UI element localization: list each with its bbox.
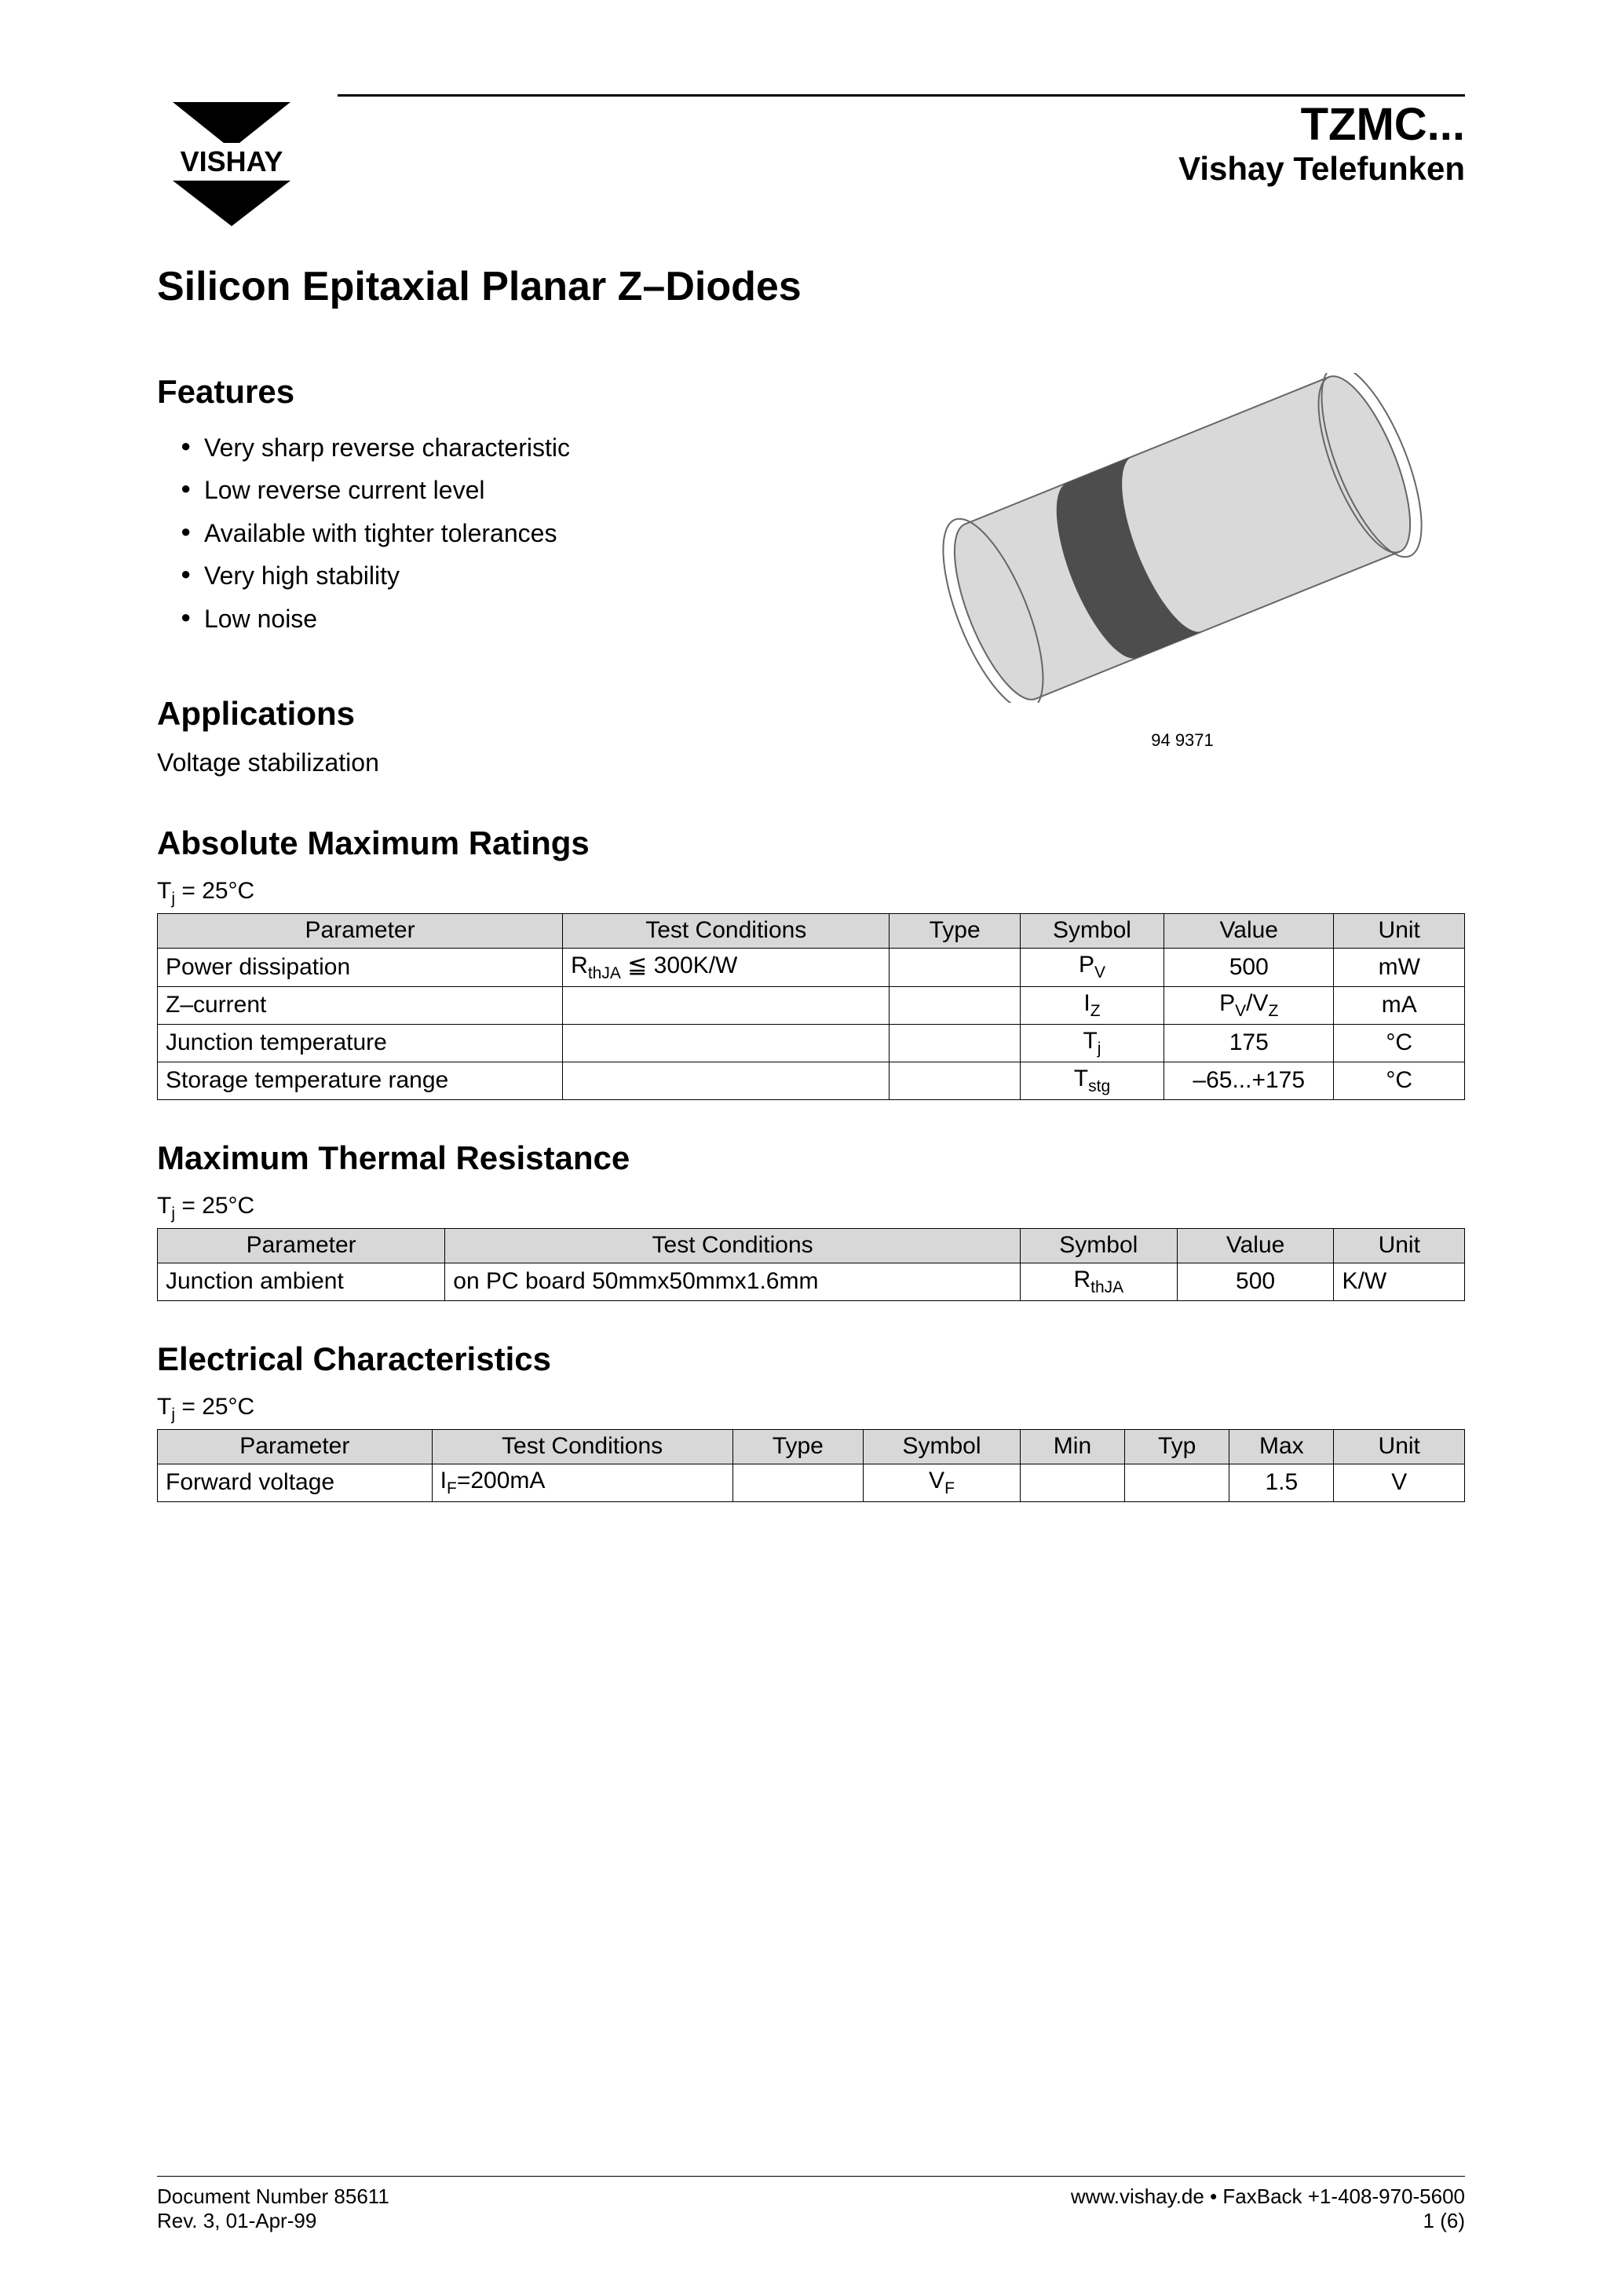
abs-max-heading: Absolute Maximum Ratings [157,824,1465,862]
col-header: Symbol [1020,1228,1177,1263]
page-title: Silicon Epitaxial Planar Z–Diodes [157,263,1465,310]
electrical-table: Parameter Test Conditions Type Symbol Mi… [157,1429,1465,1502]
doc-rev: Rev. 3, 01-Apr-99 [157,2209,389,2233]
abs-max-tbody: Power dissipation RthJA ≦ 300K/W PV 500 … [158,948,1465,1099]
table-row: Power dissipation RthJA ≦ 300K/W PV 500 … [158,948,1465,986]
list-item: Available with tighter tolerances [181,512,853,554]
col-header: Unit [1334,1228,1465,1263]
col-header: Test Conditions [563,913,890,948]
electrical-tbody: Forward voltage IF=200mA VF 1.5 V [158,1464,1465,1501]
footer-right: www.vishay.de • FaxBack +1-408-970-5600 … [1071,2184,1465,2233]
vishay-logo: VISHAY [157,94,306,232]
footer-url: www.vishay.de • FaxBack +1-408-970-5600 [1071,2184,1465,2209]
svg-text:VISHAY: VISHAY [181,145,283,177]
col-header: Value [1164,913,1334,948]
features-heading: Features [157,373,853,411]
applications-heading: Applications [157,695,853,733]
thermal-table: Parameter Test Conditions Symbol Value U… [157,1228,1465,1301]
thermal-tbody: Junction ambient on PC board 50mmx50mmx1… [158,1263,1465,1300]
table-row: Junction temperature Tj 175 °C [158,1024,1465,1062]
col-header: Type [890,913,1021,948]
applications-text: Voltage stabilization [157,748,853,777]
list-item: Very sharp reverse characteristic [181,426,853,469]
electrical-condition: Tj = 25°C [157,1394,1465,1424]
footer-left: Document Number 85611 Rev. 3, 01-Apr-99 [157,2184,389,2233]
col-header: Max [1229,1429,1334,1464]
thermal-condition: Tj = 25°C [157,1193,1465,1223]
diagram-caption: 94 9371 [900,730,1465,751]
table-row: Z–current IZ PV/VZ mA [158,986,1465,1024]
col-header: Symbol [1020,913,1164,948]
abs-max-table: Parameter Test Conditions Type Symbol Va… [157,913,1465,1100]
col-header: Parameter [158,913,563,948]
col-header: Parameter [158,1228,445,1263]
col-header: Type [732,1429,864,1464]
footer-page: 1 (6) [1071,2209,1465,2233]
features-list: Very sharp reverse characteristic Low re… [157,426,853,640]
col-header: Unit [1334,1429,1465,1464]
col-header: Test Conditions [445,1228,1021,1263]
col-header: Min [1020,1429,1124,1464]
product-code: TZMC... [338,100,1465,150]
abs-max-condition: Tj = 25°C [157,878,1465,909]
col-header: Typ [1125,1429,1229,1464]
electrical-heading: Electrical Characteristics [157,1340,1465,1378]
col-header: Test Conditions [432,1429,732,1464]
list-item: Very high stability [181,554,853,597]
doc-number: Document Number 85611 [157,2184,389,2209]
table-row: Forward voltage IF=200mA VF 1.5 V [158,1464,1465,1501]
col-header: Unit [1334,913,1465,948]
brand-subtitle: Vishay Telefunken [338,150,1465,188]
thermal-heading: Maximum Thermal Resistance [157,1139,1465,1177]
table-row: Junction ambient on PC board 50mmx50mmx1… [158,1263,1465,1300]
header-text-block: TZMC... Vishay Telefunken [338,94,1465,188]
col-header: Parameter [158,1429,433,1464]
table-row: Storage temperature range Tstg –65...+17… [158,1062,1465,1099]
list-item: Low reverse current level [181,469,853,511]
component-diagram [915,373,1449,703]
col-header: Symbol [864,1429,1021,1464]
page-footer: Document Number 85611 Rev. 3, 01-Apr-99 … [157,2176,1465,2233]
document-header: VISHAY TZMC... Vishay Telefunken [157,94,1465,232]
list-item: Low noise [181,598,853,640]
col-header: Value [1177,1228,1334,1263]
